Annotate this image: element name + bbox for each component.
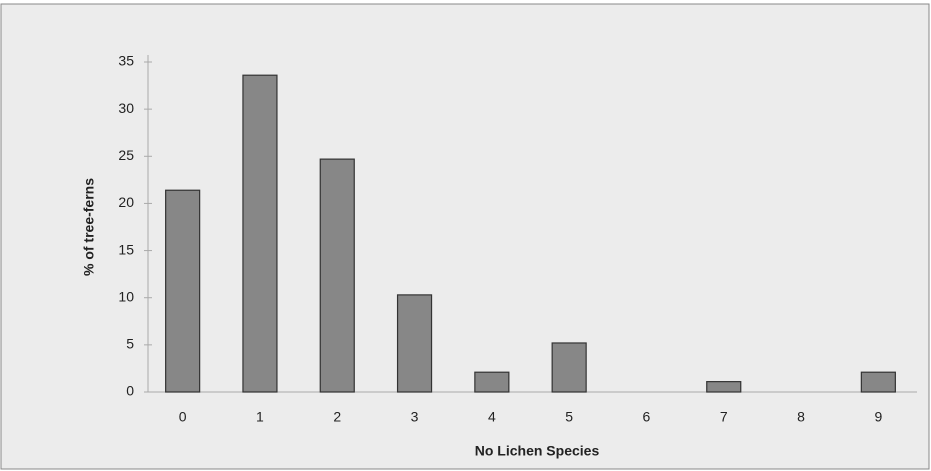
- y-tick-label: 5: [126, 336, 134, 352]
- y-tick-label: 0: [126, 383, 134, 399]
- x-tick-label: 4: [488, 409, 496, 425]
- y-tick-label: 20: [118, 194, 134, 210]
- x-axis-label: No Lichen Species: [475, 443, 600, 459]
- y-tick-label: 10: [118, 288, 134, 304]
- bar: [860, 371, 896, 393]
- bar: [706, 381, 742, 393]
- bar: [319, 158, 355, 393]
- x-tick-label: 9: [874, 409, 882, 425]
- x-tick-label: 5: [565, 409, 573, 425]
- x-tick-label: 6: [643, 409, 651, 425]
- x-tick-label: 8: [797, 409, 805, 425]
- y-tick-label: 25: [118, 147, 134, 163]
- x-tick-label: 2: [333, 409, 341, 425]
- y-axis-label: % of tree-ferns: [81, 178, 97, 276]
- bar: [165, 189, 201, 393]
- bar: [396, 294, 433, 393]
- y-tick-label: 30: [118, 100, 134, 116]
- x-tick-label: 3: [411, 409, 419, 425]
- x-tick-label: 1: [256, 409, 264, 425]
- x-tick-label: 7: [720, 409, 728, 425]
- bar: [242, 74, 278, 393]
- bar: [551, 342, 587, 393]
- y-tick-label: 35: [118, 53, 134, 69]
- x-tick-label: 0: [179, 409, 187, 425]
- chart-background: [0, 3, 930, 470]
- y-tick-label: 15: [118, 241, 134, 257]
- bar: [474, 371, 510, 393]
